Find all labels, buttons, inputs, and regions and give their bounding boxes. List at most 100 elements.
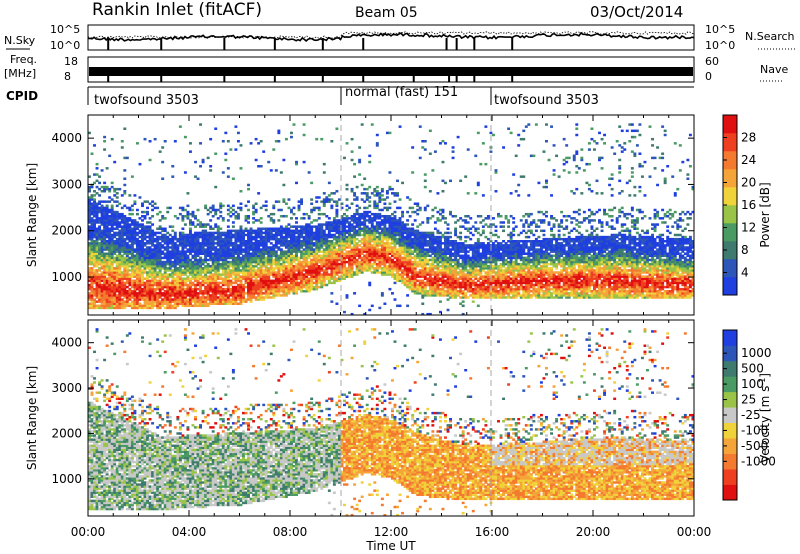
range-gate-cell	[335, 254, 339, 258]
range-gate-cell	[295, 258, 298, 262]
range-gate-cell	[378, 212, 382, 216]
range-gate-cell	[115, 273, 119, 276]
range-gate-cell	[103, 221, 107, 224]
range-gate-cell	[226, 296, 230, 299]
range-gate-cell	[229, 252, 233, 255]
range-gate-cell	[189, 142, 192, 145]
range-gate-cell	[90, 223, 94, 226]
range-gate-cell	[158, 219, 162, 222]
range-gate-cell	[194, 269, 197, 272]
range-gate-cell	[272, 273, 276, 276]
range-gate-cell	[398, 217, 402, 220]
range-gate-cell	[151, 254, 155, 258]
range-gate-cell	[300, 254, 304, 258]
range-gate-cell	[189, 262, 192, 266]
range-gate-cell	[259, 221, 263, 224]
range-gate-cell	[393, 235, 397, 239]
range-gate-cell	[103, 287, 107, 291]
range-gate-cell	[287, 233, 291, 237]
range-gate-cell	[95, 204, 99, 208]
range-gate-cell	[398, 260, 402, 264]
range-gate-cell	[115, 221, 119, 224]
range-gate-cell	[279, 267, 283, 270]
range-gate-cell	[252, 252, 256, 255]
range-gate-cell	[421, 267, 425, 270]
range-gate-cell	[249, 260, 253, 264]
range-gate-cell	[158, 287, 162, 291]
range-gate-cell	[123, 248, 127, 251]
range-gate-cell	[239, 256, 243, 260]
range-gate-cell	[332, 256, 336, 260]
range-gate-cell	[211, 298, 215, 301]
range-gate-cell	[393, 248, 397, 251]
range-gate-cell	[310, 267, 314, 270]
range-gate-cell	[219, 237, 223, 241]
range-gate-cell	[423, 208, 427, 212]
range-gate-cell	[322, 244, 326, 247]
range-gate-cell	[305, 246, 309, 249]
range-gate-cell	[148, 158, 152, 162]
range-gate-cell	[315, 265, 319, 268]
range-gate-cell	[196, 283, 200, 287]
range-gate-cell	[355, 260, 359, 264]
range-gate-cell	[214, 277, 218, 280]
range-gate-cell	[403, 229, 407, 233]
range-gate-cell	[378, 252, 382, 255]
range-gate-cell	[224, 265, 228, 268]
range-gate-cell	[214, 258, 218, 262]
range-gate-cell	[300, 217, 304, 220]
range-gate-cell	[264, 267, 268, 270]
range-gate-cell	[292, 240, 296, 243]
range-gate-cell	[315, 233, 319, 237]
range-gate-cell	[90, 290, 94, 293]
range-gate-cell	[115, 231, 119, 235]
range-gate-cell	[115, 187, 119, 191]
range-gate-cell	[231, 290, 235, 293]
range-gate-cell	[340, 254, 344, 258]
range-gate-cell	[335, 221, 339, 224]
range-gate-cell	[305, 248, 309, 251]
range-gate-cell	[173, 290, 177, 293]
range-gate-cell	[345, 267, 349, 270]
range-gate-cell	[274, 290, 278, 293]
range-gate-cell	[423, 173, 427, 176]
range-gate-cell	[113, 273, 117, 276]
range-gate-cell	[171, 277, 175, 280]
range-gate-cell	[234, 125, 238, 128]
range-gate-cell	[252, 217, 256, 220]
range-gate-cell	[178, 254, 182, 258]
range-gate-cell	[221, 292, 225, 295]
range-gate-cell	[108, 254, 112, 258]
range-gate-cell	[350, 275, 354, 278]
range-gate-cell	[173, 271, 177, 274]
range-gate-cell	[348, 267, 351, 270]
range-gate-cell	[383, 217, 387, 220]
range-gate-cell	[378, 237, 382, 241]
range-gate-cell	[421, 221, 425, 224]
range-gate-cell	[229, 294, 233, 297]
range-gate-cell	[391, 187, 394, 191]
range-gate-cell	[320, 240, 324, 243]
range-gate-cell	[199, 277, 203, 280]
range-gate-cell	[120, 229, 124, 233]
range-gate-cell	[378, 256, 382, 260]
range-gate-cell	[88, 269, 91, 272]
range-gate-cell	[403, 254, 407, 258]
range-gate-cell	[279, 248, 283, 251]
range-gate-cell	[103, 306, 107, 310]
range-gate-cell	[209, 165, 213, 168]
range-gate-cell	[375, 237, 379, 241]
range-gate-cell	[110, 260, 114, 264]
range-gate-cell	[403, 242, 407, 245]
range-gate-cell	[279, 294, 283, 297]
range-gate-cell	[249, 267, 253, 270]
range-gate-cell	[98, 306, 102, 310]
range-gate-cell	[138, 279, 142, 283]
range-gate-cell	[355, 242, 359, 245]
range-gate-cell	[123, 287, 127, 291]
range-gate-cell	[292, 275, 296, 278]
range-gate-cell	[322, 231, 326, 235]
range-gate-cell	[411, 260, 415, 264]
range-gate-cell	[110, 233, 114, 237]
range-gate-cell	[176, 269, 180, 272]
